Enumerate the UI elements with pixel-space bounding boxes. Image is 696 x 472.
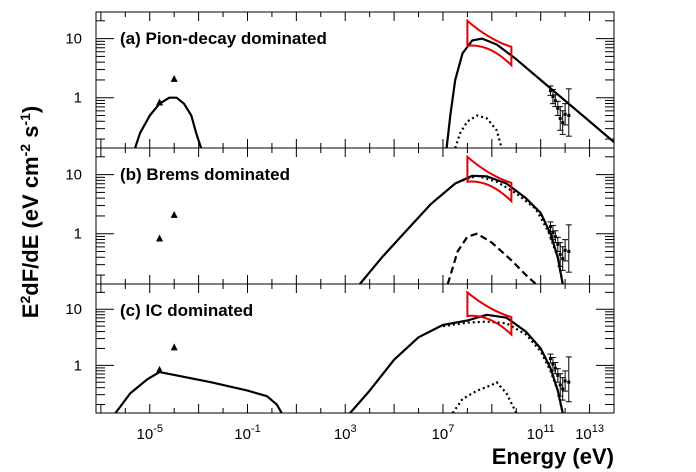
panel-3: 10 1 (c) IC dominated xyxy=(65,283,615,414)
x-axis-title: Energy (eV) xyxy=(492,444,614,469)
y-tick-label: 1 xyxy=(74,226,82,243)
tev-data-point xyxy=(553,235,557,239)
x-tick-exp: -5 xyxy=(153,423,163,435)
tev-data-point xyxy=(551,362,555,366)
y-tick-label: 10 xyxy=(65,31,82,48)
x-tick-base: 10 xyxy=(527,426,544,443)
series-group xyxy=(114,290,572,413)
x-tick-exp: 3 xyxy=(351,423,357,435)
y-tick-label: 10 xyxy=(65,167,82,184)
tev-data-point xyxy=(548,225,552,229)
series-synchrotron xyxy=(114,371,283,413)
x-tick-base: 10 xyxy=(575,426,592,443)
series-pion-decay xyxy=(445,37,614,148)
tev-data-point xyxy=(567,249,571,253)
panel-2: 10 1 (b) Brems dominated xyxy=(65,147,615,285)
tev-data-point xyxy=(561,257,565,261)
series-inverse-compton xyxy=(446,232,537,284)
tev-data-point xyxy=(567,380,571,384)
y-title-sup2: 2 xyxy=(17,296,33,304)
tev-data-point xyxy=(563,112,567,116)
x-tick-exp: -1 xyxy=(251,423,261,435)
fermi-bowtie xyxy=(466,290,513,337)
x-tick-label: 10-5 xyxy=(137,423,163,443)
series-inverse-compton xyxy=(454,114,503,148)
x-tick-base: 10 xyxy=(137,426,154,443)
x-tick-base: 10 xyxy=(432,426,449,443)
tev-data-point xyxy=(561,387,565,391)
tev-data-point xyxy=(556,373,560,377)
series-inverse-compton xyxy=(349,313,564,413)
tev-data-point xyxy=(548,357,552,361)
tev-data-point xyxy=(561,121,565,125)
series-ic-dotted xyxy=(442,320,564,413)
panel-title: (c) IC dominated xyxy=(120,301,253,320)
tev-data-point xyxy=(558,383,562,387)
x-tick-label: 10-1 xyxy=(234,423,260,443)
tev-data-point xyxy=(558,252,562,256)
tev-data-point xyxy=(556,106,560,110)
radio-data-point xyxy=(156,365,164,373)
y-tick-label: 1 xyxy=(74,90,82,107)
series-bremsstrahlung xyxy=(359,174,564,284)
panel-title: (b) Brems dominated xyxy=(120,165,290,184)
y-title-sup-m1: -1 xyxy=(17,113,33,126)
y-tick-label: 10 xyxy=(65,301,82,318)
x-tick-base: 10 xyxy=(334,426,351,443)
radio-data-point xyxy=(156,98,164,106)
x-tick-label: 107 xyxy=(432,423,455,443)
y-title-sup-m2: -2 xyxy=(17,144,33,157)
y-title-close: ) xyxy=(18,106,43,113)
fermi-bowtie xyxy=(466,18,513,68)
tev-data-point xyxy=(548,89,552,93)
tev-data-point xyxy=(563,248,567,252)
tev-data-point xyxy=(563,379,567,383)
tev-data-point xyxy=(567,113,571,117)
y-axis-title: E2dF/dE (eV cm-2 s-1) xyxy=(17,106,43,318)
series-pion-decay xyxy=(451,381,518,413)
tev-data-point xyxy=(556,242,560,246)
y-title-E: E xyxy=(18,304,43,319)
radio-data-point xyxy=(170,74,178,82)
x-tick-exp: 7 xyxy=(448,423,454,435)
series-synchrotron xyxy=(134,96,203,148)
x-tick-label: 1013 xyxy=(575,423,604,443)
panel-title: (a) Pion-decay dominated xyxy=(120,29,327,48)
fermi-bowtie xyxy=(466,154,513,204)
y-tick-label: 1 xyxy=(74,357,82,374)
radio-data-point xyxy=(156,234,164,242)
y-title-s: s xyxy=(18,126,43,144)
series-pion-decay-dotted xyxy=(462,174,564,284)
tev-data-point xyxy=(558,116,562,120)
radio-data-point xyxy=(170,343,178,351)
tev-data-point xyxy=(553,99,557,103)
x-tick-exp: 13 xyxy=(592,423,604,435)
tev-data-point xyxy=(553,366,557,370)
x-tick-exp: 11 xyxy=(543,423,554,435)
x-tick-label: 1011 xyxy=(527,423,555,443)
y-title-mid: dF/dE (eV cm xyxy=(18,156,43,295)
x-tick-base: 10 xyxy=(234,426,251,443)
tev-data-point xyxy=(551,231,555,235)
panel-1: 10 1 (a) Pion-decay dominated xyxy=(65,11,615,149)
series-group xyxy=(134,18,614,148)
x-tick-label: 103 xyxy=(334,423,357,443)
radio-data-point xyxy=(170,210,178,218)
tev-data-point xyxy=(551,95,555,99)
series-group xyxy=(359,154,572,284)
